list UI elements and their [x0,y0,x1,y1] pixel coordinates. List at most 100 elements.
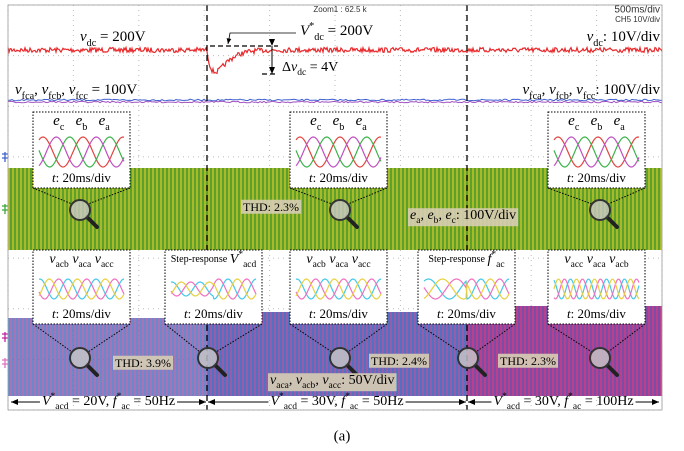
text-part: : 20ms/div [441,306,497,321]
zoom-label: Zoom1 : 62.5 k [313,5,367,14]
text-part: acc [571,260,584,270]
text-part: : 100V/div [456,208,516,223]
text-part: acc [329,381,342,391]
text-part: = 100V [88,82,137,98]
timebase-label: 500ms/div [614,5,660,16]
inset-timebase: t: 20ms/div [309,170,368,185]
channel-marker [2,204,8,214]
magnifier [70,200,90,220]
text-part: * [117,392,122,402]
text-part: dc [593,38,603,49]
magnifier [590,200,610,220]
text-part: : 20ms/div [313,170,369,185]
channel-marker [2,358,8,368]
text-part: ac [350,402,358,412]
text-part: dc [297,68,306,78]
text-part: = 20V, [69,394,113,409]
text-part: acd [507,402,520,412]
text-part: : 100V/div [595,82,660,98]
inset-timebase: t: 20ms/div [52,306,111,321]
text-part: aca [336,260,349,270]
text-part: : 20ms/div [56,306,112,321]
text-part: = 30V, [520,394,564,409]
text-part: aca [276,381,289,391]
text-part: , [420,208,427,223]
channel-label: CH5 10V/div [615,15,660,24]
inset-timebase: t: 20ms/div [52,170,111,185]
inset-timebase: t: 20ms/div [437,306,496,321]
text-part: Δ [282,60,291,75]
text-part: = 50Hz [358,394,403,409]
text-part: dc [87,38,97,49]
text-part: fcb [48,91,61,102]
text-part: acd [55,402,68,412]
thd-label: THD: 3.9% [115,356,171,370]
text-part: a [105,122,110,133]
text-part: * [491,250,496,260]
text-part: Step-response [428,254,487,265]
text-part: fcc [583,91,596,102]
text-part: * [51,392,56,402]
text-part: * [309,21,314,32]
text-part: fcb [556,91,569,102]
scope-figure: Zoom1 : 62.5 k500ms/divCH5 10V/divvdc = … [0,0,684,451]
magnifier [198,348,218,368]
text-part: , [438,208,445,223]
text-part: * [568,392,573,402]
text-part: = 100Hz [581,394,633,409]
text-part: : 20ms/div [571,306,627,321]
thd-label: THD: 2.3% [243,200,299,214]
text-part: aca [79,260,92,270]
inset-timebase: t: 20ms/div [184,306,243,321]
text-part: * [502,392,507,402]
text-part: : 20ms/div [188,306,244,321]
text-part: = 30V, [297,394,341,409]
text-part: , [542,82,550,98]
text-part: , [315,373,322,388]
text-part: : 20ms/div [56,170,112,185]
reference-label: V*dc = 200V [300,21,373,43]
text-part: acd [243,260,256,270]
channel-marker [2,152,8,162]
text-part: , [61,82,69,98]
text-part [321,113,332,129]
text-part: = 50Hz [130,394,175,409]
channel-marker [2,332,8,342]
fc-label: vfca, vfcb, vfcc = 100V [15,82,137,101]
text-part [602,113,613,129]
text-part: a [362,122,367,133]
pointer [228,33,296,44]
text-part: acb [56,260,69,270]
text-part: acb [615,260,628,270]
text-part [87,113,98,129]
text-part: acb [313,260,326,270]
text-part: ac [496,260,504,270]
text-part: fca [529,91,542,102]
inset-timebase: t: 20ms/div [309,306,368,321]
magnifier [70,348,90,368]
inset-timebase: t: 20ms/div [567,170,626,185]
thd-label: THD: 2.4% [371,354,427,368]
text-part [579,113,590,129]
text-part: acb [302,381,315,391]
text-part [64,113,75,129]
magnifier [330,200,350,220]
text-part: = 200V [96,29,145,45]
text-part: aca [593,260,606,270]
text-part: = 4V [306,60,338,75]
text-part: Step-response [171,254,230,265]
text-part: : 20ms/div [571,170,627,185]
text-part: ac [121,402,129,412]
text-part: * [279,392,284,402]
text-part: acc [358,260,371,270]
text-part: , [569,82,577,98]
magnifier [330,348,350,368]
text-part: dc [314,32,324,43]
text-part: : 50V/div [341,373,394,388]
text-part [344,113,355,129]
text-part: : 20ms/div [313,306,369,321]
text-part: fcc [75,91,88,102]
magnifier [458,348,478,368]
delta-label: Δvdc = 4V [282,60,338,78]
caption: (a) [334,428,351,444]
